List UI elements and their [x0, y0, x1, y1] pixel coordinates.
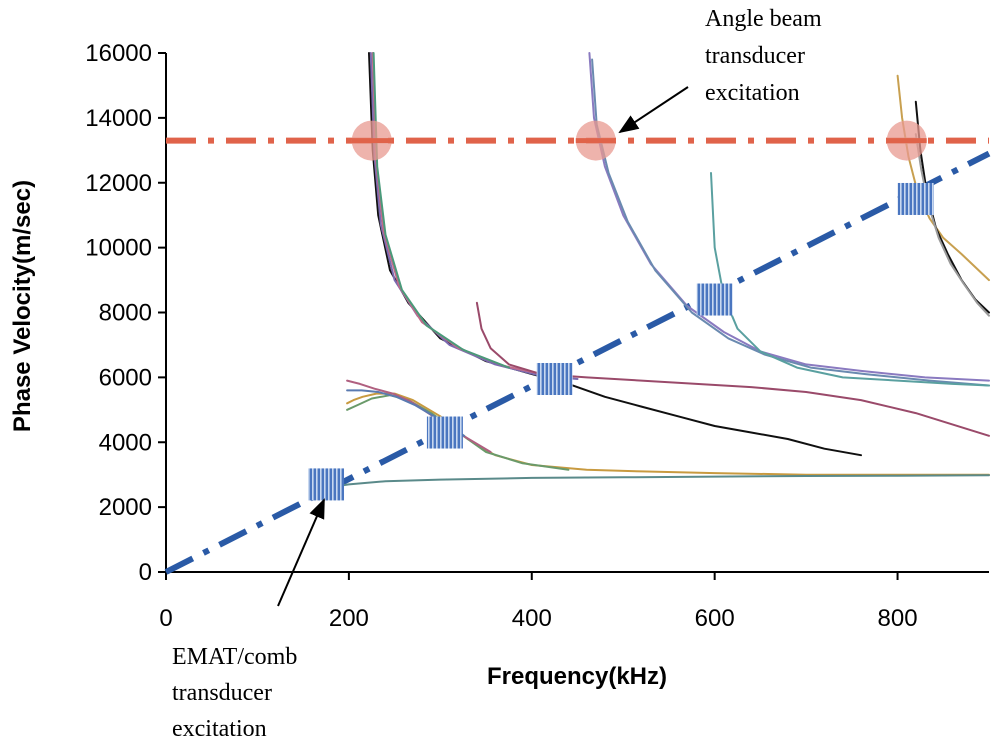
x-tick-label: 400 [512, 605, 552, 632]
dispersion-curve-1 [368, 52, 862, 457]
dispersion-curves [325, 52, 990, 489]
square-marker [897, 182, 934, 215]
y-tick-label: 16000 [85, 40, 152, 67]
y-tick-label: 0 [139, 559, 152, 586]
annotation-line: transducer [705, 43, 805, 69]
dispersion-curve-13 [325, 474, 990, 489]
y-tick-label: 2000 [99, 494, 152, 521]
x-tick-label: 200 [329, 605, 369, 632]
dispersion-curve-2 [369, 52, 579, 380]
dispersion-curve-7 [591, 58, 990, 387]
square-marker [696, 283, 733, 316]
emat-comb-annotation: EMAT/comb transducer excitation [172, 498, 325, 742]
y-tick-label: 12000 [85, 170, 152, 197]
emat-comb-excitation-line [164, 150, 991, 575]
square-marker [426, 416, 463, 449]
dispersion-curve-5 [475, 301, 990, 437]
annotation-line: EMAT/comb [172, 644, 297, 670]
y-tick-label: 4000 [99, 429, 152, 456]
x-axis-ticks: 0 200 400 600 800 [159, 572, 918, 632]
square-marker [308, 468, 345, 501]
annotation-line: Angle beam [705, 6, 822, 32]
y-tick-label: 14000 [85, 105, 152, 132]
angle-beam-annotation: Angle beam transducer excitation [618, 6, 822, 134]
x-axis-title: Frequency(kHz) [487, 663, 667, 690]
annotation-line: transducer [172, 680, 272, 706]
annotation-line: excitation [705, 80, 800, 106]
annotation-arrow [277, 498, 325, 607]
square-marker [536, 362, 573, 395]
x-tick-label: 800 [878, 605, 918, 632]
y-tick-label: 8000 [99, 300, 152, 327]
x-tick-label: 0 [159, 605, 172, 632]
intersection-markers [308, 120, 934, 501]
x-tick-label: 600 [695, 605, 735, 632]
annotation-line: excitation [172, 716, 267, 742]
excitation-lines [164, 137, 991, 575]
y-tick-label: 6000 [99, 364, 152, 391]
dispersion-curve-16 [914, 133, 990, 317]
y-axis-title: Phase Velocity(m/sec) [9, 180, 36, 432]
dispersion-curve-3 [371, 52, 552, 377]
dispersion-curve-8 [710, 172, 990, 387]
y-axis-ticks: 0 2000 4000 6000 8000 10000 12000 14000 16000 [85, 40, 166, 586]
y-tick-label: 10000 [85, 235, 152, 262]
axes [165, 53, 989, 573]
dispersion-curve-4 [372, 52, 510, 369]
annotation-arrow [618, 86, 689, 134]
